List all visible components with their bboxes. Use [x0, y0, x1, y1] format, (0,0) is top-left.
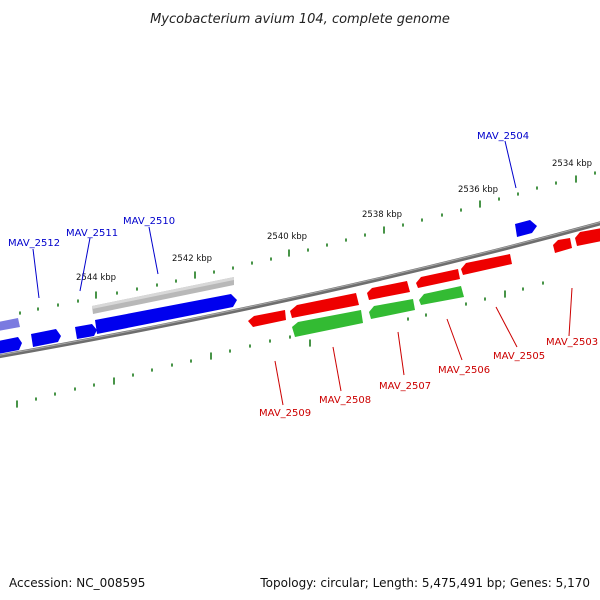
- cds-arrow-mav-2507[interactable]: [367, 281, 410, 300]
- gene-arrow-partial-left[interactable]: [0, 337, 22, 354]
- reverse-gene-labels: MAV_2503 MAV_2505 MAV_2506 MAV_2507 MAV_…: [259, 287, 598, 419]
- cds-arrow-mav-2509[interactable]: [248, 310, 286, 327]
- gene-arrow-mav-2506-green[interactable]: [419, 286, 464, 305]
- cds-arrow-mav-2508[interactable]: [290, 293, 359, 318]
- leader-mav-2503: [568, 287, 573, 337]
- scale-label-2544: 2544 kbp: [76, 273, 116, 283]
- leader-mav-2509: [274, 360, 284, 406]
- forward-gene-labels: MAV_2504 MAV_2510 MAV_2511 MAV_2512: [8, 131, 529, 299]
- gene-label-mav-2506[interactable]: MAV_2506: [438, 365, 490, 376]
- leader-mav-2504: [504, 140, 517, 189]
- cds-arrow-mav-2503[interactable]: [553, 238, 572, 253]
- cds-arrow-partial-right[interactable]: [575, 228, 600, 246]
- gene-label-mav-2503[interactable]: MAV_2503: [546, 337, 598, 348]
- leader-mav-2510: [148, 226, 159, 275]
- gene-arrow-mav-2508-green[interactable]: [292, 310, 363, 337]
- genome-backbone-highlight: [0, 221, 600, 356]
- leader-mav-2505: [495, 306, 518, 348]
- forward-genes: [0, 220, 537, 354]
- scale-label-2540: 2540 kbp: [267, 232, 307, 242]
- inner-scale-ticks: [16, 281, 544, 408]
- genome-summary-text: Topology: circular; Length: 5,475,491 bp…: [259, 576, 590, 590]
- gene-label-mav-2511[interactable]: MAV_2511: [66, 228, 118, 239]
- leader-mav-2511: [79, 237, 91, 292]
- reverse-genes: [292, 286, 464, 337]
- gene-arrow-mav-2507-green[interactable]: [369, 299, 415, 319]
- gene-arrow-mav-2510[interactable]: [95, 294, 237, 334]
- leader-mav-2512: [32, 248, 40, 299]
- gene-label-mav-2512[interactable]: MAV_2512: [8, 238, 60, 249]
- leader-mav-2506: [446, 318, 463, 361]
- leader-mav-2507: [397, 331, 405, 376]
- gene-label-mav-2509[interactable]: MAV_2509: [259, 408, 311, 419]
- gene-arrow-mav-2504[interactable]: [515, 220, 537, 237]
- outer-scale-ticks: [19, 171, 596, 315]
- cds-arrow-mav-2505[interactable]: [461, 254, 512, 275]
- genome-backbone: [0, 221, 600, 359]
- gene-label-mav-2510[interactable]: MAV_2510: [123, 216, 175, 227]
- gene-arrow-mav-2512[interactable]: [31, 329, 61, 347]
- gene-arrow-mav-2512-left[interactable]: [0, 318, 20, 331]
- gene-arrow-mav-2511[interactable]: [75, 324, 97, 339]
- scale-label-2542: 2542 kbp: [172, 254, 212, 264]
- gene-label-mav-2507[interactable]: MAV_2507: [379, 381, 431, 392]
- scale-label-2538: 2538 kbp: [362, 210, 402, 220]
- gene-label-mav-2504[interactable]: MAV_2504: [477, 131, 529, 142]
- cds-arrow-mav-2506[interactable]: [416, 269, 460, 288]
- gene-label-mav-2505[interactable]: MAV_2505: [493, 351, 545, 362]
- scale-label-2536: 2536 kbp: [458, 185, 498, 195]
- accession-text: Accession: NC_008595: [9, 576, 145, 590]
- reverse-cds: [248, 228, 600, 327]
- map-title: Mycobacterium avium 104, complete genome: [150, 12, 450, 27]
- gene-label-mav-2508[interactable]: MAV_2508: [319, 395, 371, 406]
- leader-mav-2508: [332, 346, 342, 392]
- scale-label-2534: 2534 kbp: [552, 159, 592, 169]
